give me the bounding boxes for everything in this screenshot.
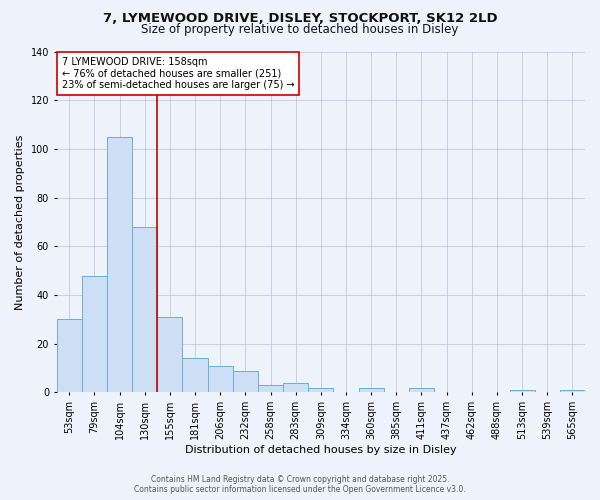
Bar (233, 370, 258, 392)
Bar (182, 358, 208, 392)
Bar (56, 320, 82, 392)
Text: Contains HM Land Registry data © Crown copyright and database right 2025.
Contai: Contains HM Land Registry data © Crown c… (134, 474, 466, 494)
Bar (258, 385, 283, 392)
Bar (157, 317, 182, 392)
Bar (560, 390, 585, 392)
Bar (308, 388, 334, 392)
Bar (132, 227, 157, 392)
Text: 7, LYMEWOOD DRIVE, DISLEY, STOCKPORT, SK12 2LD: 7, LYMEWOOD DRIVE, DISLEY, STOCKPORT, SK… (103, 12, 497, 26)
Bar (208, 366, 233, 392)
Bar (283, 382, 308, 392)
Bar (509, 390, 535, 392)
X-axis label: Distribution of detached houses by size in Disley: Distribution of detached houses by size … (185, 445, 457, 455)
Text: Size of property relative to detached houses in Disley: Size of property relative to detached ho… (142, 22, 458, 36)
Bar (82, 276, 107, 392)
Text: 7 LYMEWOOD DRIVE: 158sqm
← 76% of detached houses are smaller (251)
23% of semi-: 7 LYMEWOOD DRIVE: 158sqm ← 76% of detach… (62, 56, 295, 90)
Bar (107, 136, 132, 392)
Y-axis label: Number of detached properties: Number of detached properties (15, 134, 25, 310)
Bar (359, 388, 384, 392)
Bar (409, 388, 434, 392)
